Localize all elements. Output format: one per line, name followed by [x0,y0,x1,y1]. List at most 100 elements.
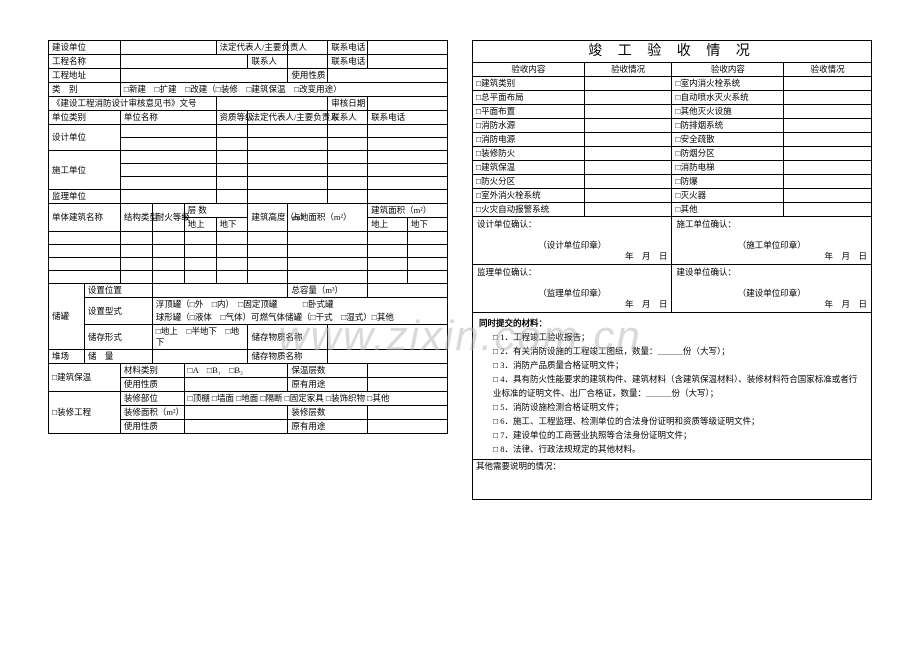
lbl-insul-mat: 材料类别 [120,364,184,378]
decor-partsopts: □顶棚 □墙面 □地面 □隔断 □固定家具 □装饰织物 □其他 [184,392,447,406]
lbl-insul-layers: 保温层数 [288,364,368,378]
accept-right: □防爆 [672,175,784,189]
lbl-tank-mat: 储存物质名称 [248,325,328,350]
sign-construct: 施工单位确认： （施工单位印章） 年 月 日 [672,217,872,265]
lbl-category: 类 别 [49,83,121,97]
accept-right-val [784,91,872,105]
lbl-decor-orig: 原有用途 [288,420,368,434]
lbl-above2: 地上 [368,218,408,232]
cell-d2 [216,125,248,138]
lbl-contact2: 联系人 [328,111,368,125]
accept-left-val [584,175,672,189]
lbl-bname: 单体建筑名称 [49,204,121,232]
lbl-build-unit: 建设单位 [49,41,121,55]
lbl-use-nature: 使用性质 [288,69,328,83]
accept-left-val [584,203,672,217]
accept-right-val [784,119,872,133]
val-phone1 [368,41,448,55]
accept-right: □消防电梯 [672,161,784,175]
val-use-nature [328,69,448,83]
lbl-design-unit: 设计单位 [49,125,121,151]
material-item: □ 6．施工、工程监理、检测单位的合法身份证明和资质等级证明文件； [493,414,865,428]
accept-left-val [584,133,672,147]
right-page: 竣 工 验 收 情 况 验收内容 验收情况 验收内容 验收情况 □建筑类别□室内… [472,40,872,611]
lbl-struct: 结构类型 [120,204,152,232]
other-notes: 其他需要说明的情况： [473,460,872,500]
lbl-decor-use: 使用性质 [120,420,184,434]
lbl-supervise-unit: 监理单位 [49,190,121,204]
accept-left: □消防水源 [473,119,585,133]
lbl-yard-mat: 储存物质名称 [248,350,328,364]
accept-left: □建筑类别 [473,77,585,91]
val-category: □新建 □扩建 □改建（□装修 □建筑保温 □改变用途） [120,83,447,97]
tank-opts2: 球形罐（□液体 □气体）可燃气体储罐（□干式 □湿式）□其他 [152,311,447,325]
lbl-below1: 地下 [216,218,248,232]
material-item: □ 8．法律、行政法规规定的其他材料。 [493,442,865,456]
lbl-yard-store: 储 量 [84,350,152,364]
accept-left: □平面布置 [473,105,585,119]
lbl-yard: 堆场 [49,350,85,364]
hdr-c1: 验收内容 [473,63,585,77]
val-contact [288,55,328,69]
lbl-tank-store: 储存形式 [84,325,152,350]
lbl-decor-parts: 装修部位 [120,392,184,406]
sign-design: 设计单位确认： （设计单位印章） 年 月 日 [473,217,672,265]
lbl-legal2: 法定代表人/主要负责人 [248,111,328,125]
insul-matopts: □A □B₁ □B₂ [184,364,288,378]
lbl-landarea: 占地面积（m²） [288,204,368,232]
val-review-date [368,97,448,111]
tank-opts1: 浮顶罐（□外 □内） □固定顶罐 □卧式罐 [152,298,447,312]
lbl-below2: 地下 [408,218,448,232]
lbl-fire: 耐火等级 [152,204,184,232]
cell-d5 [368,125,448,138]
accept-right-val [784,105,872,119]
lbl-docno: 《建设工程消防设计审核意见书》文号 [49,97,217,111]
accept-left: □室外消火栓系统 [473,189,585,203]
sign-supervise: 监理单位确认： （监理单位印章） 年 月 日 [473,265,672,313]
accept-right: □自动喷水灭火系统 [672,91,784,105]
lbl-legal-rep: 法定代表人/主要负责人 [216,41,288,55]
accept-left: □火灾自动报警系统 [473,203,585,217]
val-build-unit [120,41,216,55]
val-project-name [120,55,248,69]
val-address [120,69,288,83]
lbl-tank-cap: 总容量（m³） [288,284,368,298]
left-page: 建设单位 法定代表人/主要负责人 联系电话 工程名称 联系人 联系电话 工程地址… [48,40,448,611]
accept-right-val [784,189,872,203]
material-item: □ 3．消防产品质量合格证明文件； [493,358,865,372]
left-table: 建设单位 法定代表人/主要负责人 联系电话 工程名称 联系人 联系电话 工程地址… [48,40,448,434]
lbl-construct-unit: 施工单位 [49,151,121,190]
lbl-insul-orig: 原有用途 [288,378,368,392]
accept-left-val [584,77,672,91]
accept-left-val [584,161,672,175]
accept-left-val [584,119,672,133]
accept-left: □建筑保温 [473,161,585,175]
hdr-c2: 验收情况 [584,63,672,77]
cell-d4 [328,125,368,138]
accept-right-val [784,161,872,175]
accept-right: □室内消火栓系统 [672,77,784,91]
accept-right-val [784,133,872,147]
accept-right: □灭火器 [672,189,784,203]
accept-right-val [784,203,872,217]
lbl-height: 建筑高度（m） [248,204,288,232]
lbl-qualification: 资质等级 [216,111,248,125]
lbl-floors: 层 数 [184,204,248,218]
accept-right: □其他灭火设施 [672,105,784,119]
lbl-tank: 储罐 [49,284,85,350]
accept-right: □防排烟系统 [672,119,784,133]
accept-left: □装修防火 [473,147,585,161]
accept-right-val [784,77,872,91]
accept-left: □总平面布局 [473,91,585,105]
accept-left: □防火分区 [473,175,585,189]
material-item: □ 7．建设单位的工商营业执照等合法身份证明文件； [493,428,865,442]
val-phone2 [368,55,448,69]
tank-storeopts: □地上 □半地下 □地下 [152,325,248,350]
cell-d3 [248,125,328,138]
lbl-unit-name: 单位名称 [120,111,216,125]
right-title: 竣 工 验 收 情 况 [473,41,872,63]
accept-right-val [784,175,872,189]
lbl-phone3: 联系电话 [368,111,448,125]
lbl-barea: 建筑面积（m²） [368,204,448,218]
lbl-project-name: 工程名称 [49,55,121,69]
